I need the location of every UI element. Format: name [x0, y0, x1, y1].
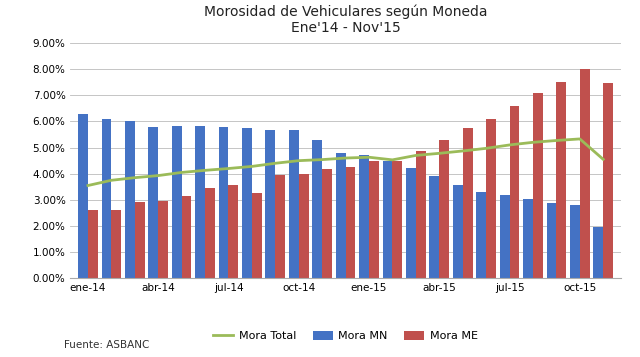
Bar: [383, 161, 392, 278]
Bar: [148, 127, 158, 278]
Bar: [392, 161, 403, 278]
Mora Total: [84, 183, 92, 188]
Bar: [570, 205, 580, 278]
Mora Total: [154, 174, 162, 178]
Mora Total: [529, 140, 537, 145]
Bar: [369, 161, 379, 278]
Mora Total: [271, 161, 279, 165]
Bar: [336, 153, 346, 278]
Bar: [289, 130, 299, 278]
Mora Total: [600, 157, 607, 161]
Bar: [228, 185, 238, 278]
Bar: [102, 119, 111, 278]
Mora Total: [459, 149, 467, 153]
Mora Total: [248, 164, 256, 169]
Mora Total: [483, 146, 490, 151]
Bar: [486, 119, 496, 278]
Mora Total: [131, 176, 139, 180]
Bar: [453, 185, 463, 278]
Bar: [593, 227, 604, 278]
Bar: [219, 127, 228, 278]
Mora Total: [201, 168, 209, 172]
Bar: [523, 199, 533, 278]
Bar: [533, 92, 543, 278]
Mora Total: [295, 159, 303, 163]
Bar: [463, 129, 472, 278]
Bar: [205, 188, 215, 278]
Mora Total: [576, 137, 584, 141]
Bar: [509, 106, 520, 278]
Bar: [242, 128, 252, 278]
Bar: [158, 201, 168, 278]
Text: Fuente: ASBANC: Fuente: ASBANC: [64, 340, 149, 350]
Bar: [125, 121, 135, 278]
Bar: [406, 168, 416, 278]
Mora Total: [342, 156, 349, 160]
Bar: [322, 169, 332, 278]
Bar: [172, 126, 182, 278]
Bar: [312, 140, 322, 278]
Bar: [416, 151, 426, 278]
Bar: [88, 210, 98, 278]
Bar: [359, 155, 369, 278]
Line: Mora Total: Mora Total: [88, 139, 604, 186]
Bar: [556, 82, 566, 278]
Bar: [429, 176, 439, 278]
Bar: [439, 140, 449, 278]
Mora Total: [388, 158, 396, 162]
Mora Total: [365, 155, 373, 159]
Bar: [604, 82, 613, 278]
Mora Total: [435, 151, 443, 155]
Mora Total: [318, 157, 326, 162]
Bar: [275, 175, 285, 278]
Title: Morosidad de Vehiculares según Moneda
Ene'14 - Nov'15: Morosidad de Vehiculares según Moneda En…: [204, 4, 487, 35]
Mora Total: [225, 166, 232, 171]
Bar: [500, 195, 509, 278]
Bar: [78, 114, 88, 278]
Bar: [299, 174, 308, 278]
Bar: [182, 196, 191, 278]
Bar: [252, 192, 262, 278]
Bar: [135, 202, 145, 278]
Mora Total: [178, 170, 186, 175]
Bar: [266, 130, 275, 278]
Legend: Mora Total, Mora MN, Mora ME: Mora Total, Mora MN, Mora ME: [209, 326, 483, 346]
Bar: [580, 69, 589, 278]
Bar: [111, 210, 121, 278]
Bar: [195, 126, 205, 278]
Bar: [547, 202, 556, 278]
Mora Total: [506, 143, 513, 147]
Mora Total: [552, 139, 560, 143]
Mora Total: [412, 153, 420, 157]
Mora Total: [108, 178, 115, 182]
Bar: [476, 192, 486, 278]
Bar: [346, 167, 355, 278]
